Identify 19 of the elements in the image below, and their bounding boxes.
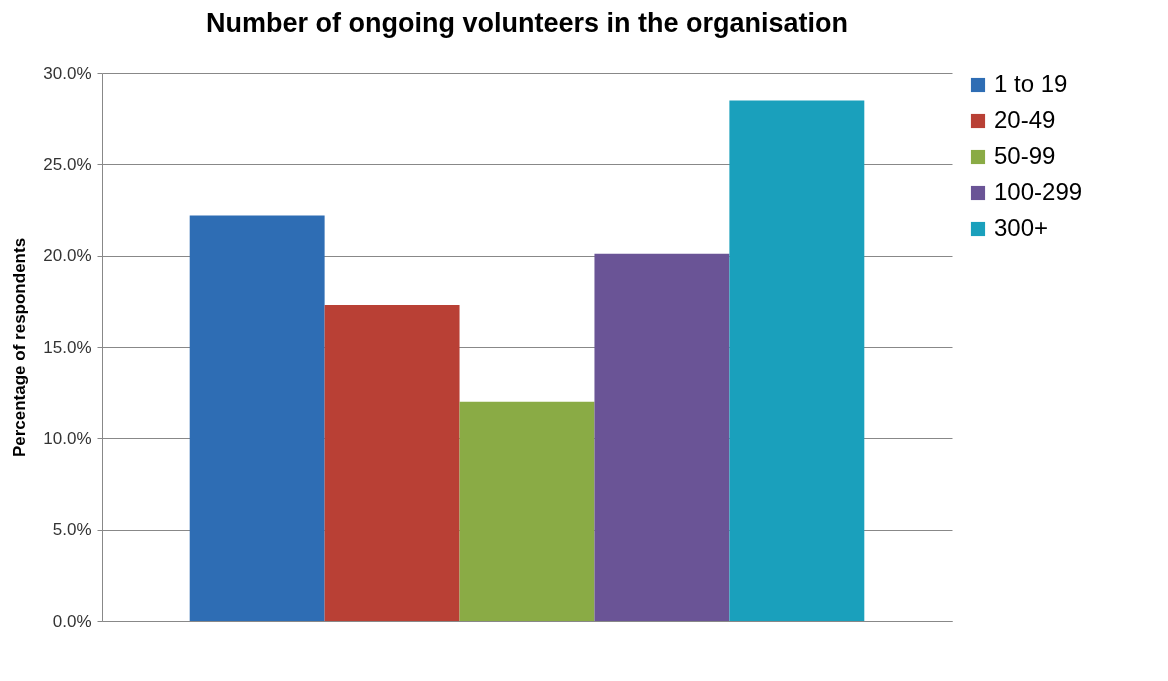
y-tick-label: 0.0% [52,611,92,631]
chart-title: Number of ongoing volunteers in the organisation [205,8,849,38]
legend-label: 50-99 [994,142,1056,169]
y-axis-title: Percentage of respondents [10,237,30,458]
y-tick-label: 20.0% [43,246,92,266]
legend-label: 20-49 [994,106,1056,133]
bar [459,401,595,621]
y-tick-label: 15.0% [43,337,92,357]
legend-label: 300+ [994,214,1049,241]
y-tick-label: 25.0% [43,154,92,174]
legend-label: 1 to 19 [994,70,1068,97]
bar [189,215,325,621]
y-tick-label: 10.0% [43,428,92,448]
y-tick-label: 30.0% [43,63,92,83]
legend-label: 100-299 [994,178,1083,205]
bar [324,304,460,621]
bar [594,253,730,621]
y-tick-label: 5.0% [52,520,92,540]
bar [729,100,865,621]
